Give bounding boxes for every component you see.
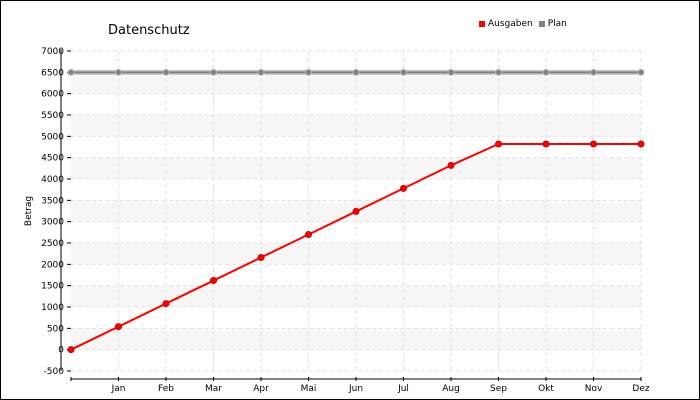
x-tick-label: Jul — [397, 384, 409, 394]
data-point-plan — [352, 68, 360, 76]
data-point-plan — [542, 68, 550, 76]
plot-band — [71, 157, 641, 179]
y-tick-label: 500 — [47, 324, 64, 334]
y-tick-label: 6500 — [41, 68, 64, 78]
data-point-plan — [305, 68, 312, 76]
legend-swatch-plan — [538, 21, 545, 27]
x-tick-label: Aug — [442, 384, 460, 394]
data-point-ausgaben — [495, 140, 502, 148]
data-point-ausgaben — [210, 277, 217, 285]
data-point-ausgaben — [447, 161, 455, 169]
data-point-ausgaben — [162, 300, 170, 308]
data-point-plan — [495, 68, 502, 76]
y-tick-label: 4500 — [41, 154, 64, 164]
y-tick-label: 3000 — [41, 218, 64, 228]
plot-grid — [71, 50, 642, 372]
legend-item-ausgaben: Ausgaben — [479, 19, 533, 29]
y-tick-label: 2500 — [41, 239, 64, 249]
data-point-ausgaben — [637, 140, 645, 148]
y-tick-label: 5000 — [41, 132, 64, 142]
y-tick-label: 0 — [58, 346, 64, 356]
data-point-plan — [67, 68, 75, 76]
legend-item-plan: Plan — [538, 19, 567, 29]
x-tick-label: Dez — [632, 384, 649, 394]
y-axis-ticks: -500 0 500 1000 1500 2000 2500 3000 3500 4000 4500… — [41, 47, 71, 377]
data-point-ausgaben — [67, 346, 75, 354]
y-tick-label: 7000 — [41, 47, 64, 57]
y-tick-label: 5500 — [41, 111, 64, 121]
data-point-plan — [400, 68, 407, 76]
data-point-plan — [257, 68, 265, 76]
plot-band — [71, 115, 641, 137]
y-tick-label: 3500 — [41, 196, 64, 206]
x-tick-label: Jun — [348, 384, 363, 394]
x-tick-label: Okt — [538, 384, 554, 394]
x-tick-label: Jan — [111, 384, 126, 394]
data-point-ausgaben — [305, 230, 312, 238]
data-point-plan — [447, 68, 455, 76]
data-point-plan — [637, 68, 645, 76]
y-tick-label: 2000 — [41, 260, 64, 270]
legend-label-plan: Plan — [547, 19, 567, 29]
y-tick-label: 6000 — [41, 90, 64, 100]
data-point-ausgaben — [115, 323, 122, 331]
data-point-ausgaben — [352, 207, 360, 215]
data-point-ausgaben — [257, 254, 265, 262]
data-point-plan — [115, 68, 122, 76]
legend-swatch-ausgaben — [479, 21, 485, 27]
legend-label-ausgaben: Ausgaben — [488, 19, 533, 29]
y-tick-label: 1000 — [41, 303, 64, 313]
y-tick-label: 1500 — [41, 282, 64, 292]
x-tick-label: Sep — [490, 384, 507, 394]
chart-legend: Ausgaben Plan — [479, 17, 567, 31]
data-point-plan — [590, 68, 597, 76]
data-point-ausgaben — [400, 184, 407, 192]
y-tick-label: -500 — [44, 367, 65, 377]
chart-title: Datenschutz — [108, 23, 190, 38]
data-point-ausgaben — [542, 140, 550, 148]
x-tick-label: Mai — [301, 384, 317, 394]
plot-series — [67, 68, 645, 354]
data-point-plan — [162, 68, 170, 76]
x-tick-label: Feb — [158, 384, 174, 394]
data-point-plan — [210, 68, 217, 76]
x-tick-label: Nov — [585, 384, 603, 394]
x-tick-label: Mar — [205, 384, 222, 394]
y-axis-label: Betrag — [24, 196, 34, 226]
x-tick-label: Apr — [253, 384, 269, 394]
x-axis-ticks: Jan Feb Mar Apr Mai Jun Jul Aug Sep Okt Nov Dez — [70, 377, 650, 394]
data-point-ausgaben — [590, 140, 597, 148]
y-tick-label: 4000 — [41, 175, 64, 185]
